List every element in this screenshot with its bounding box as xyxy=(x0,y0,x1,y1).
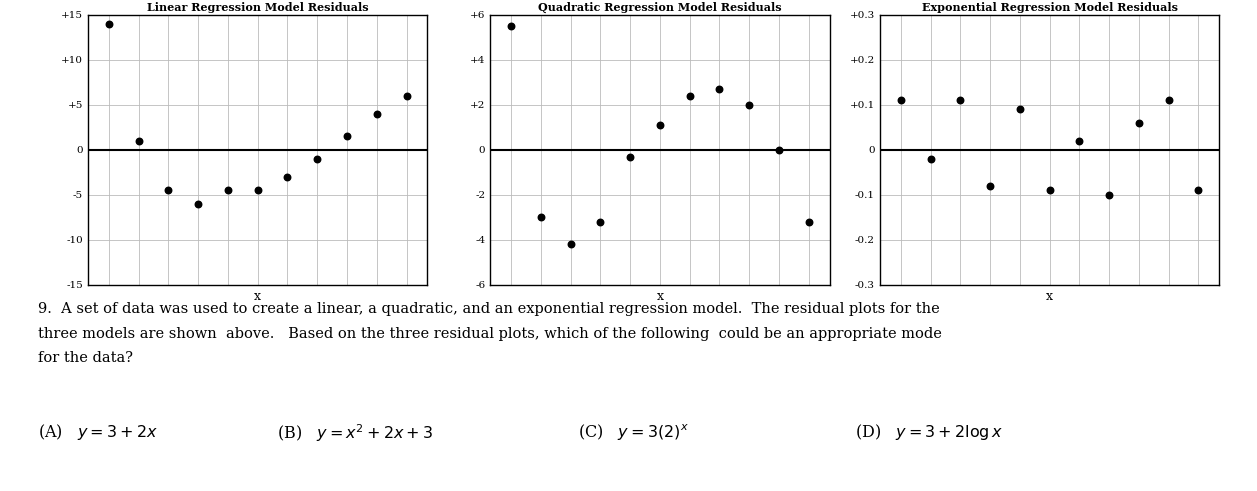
Point xyxy=(561,241,581,248)
Point xyxy=(1009,106,1029,113)
X-axis label: x: x xyxy=(656,290,664,302)
Point xyxy=(769,146,789,154)
Text: (B)   $y=x^2+2x+3$: (B) $y=x^2+2x+3$ xyxy=(277,422,432,444)
Point xyxy=(502,22,522,30)
Point xyxy=(891,96,911,104)
Point xyxy=(530,213,551,221)
Point xyxy=(920,155,940,163)
Text: three models are shown  above.   Based on the three residual plots, which of the: three models are shown above. Based on t… xyxy=(38,327,941,341)
Text: (A)   $y=3+2x$: (A) $y=3+2x$ xyxy=(38,422,157,442)
Point xyxy=(1040,187,1060,194)
Point xyxy=(396,92,416,100)
Point xyxy=(337,133,357,140)
Point xyxy=(128,137,148,145)
Point xyxy=(739,101,759,109)
Point xyxy=(1188,187,1208,194)
Point xyxy=(798,218,818,226)
Text: (C)   $y=3(2)^x$: (C) $y=3(2)^x$ xyxy=(578,422,689,442)
Point xyxy=(1070,137,1090,145)
Text: for the data?: for the data? xyxy=(38,351,133,365)
Point xyxy=(367,110,387,118)
Point xyxy=(680,92,700,100)
Text: (D)   $y=3+2\log x$: (D) $y=3+2\log x$ xyxy=(855,422,1003,442)
Point xyxy=(620,153,640,161)
Point xyxy=(248,187,268,194)
Title: Exponential Regression Model Residuals: Exponential Regression Model Residuals xyxy=(921,1,1178,13)
Point xyxy=(1129,119,1149,127)
Point xyxy=(591,218,611,226)
Point xyxy=(980,182,1001,190)
Point xyxy=(158,187,178,194)
Point xyxy=(278,173,298,181)
Point xyxy=(217,187,238,194)
Point xyxy=(950,96,970,104)
Point xyxy=(1099,191,1119,199)
X-axis label: x: x xyxy=(254,290,261,302)
Text: 9.  A set of data was used to create a linear, a quadratic, and an exponential r: 9. A set of data was used to create a li… xyxy=(38,302,939,316)
Point xyxy=(189,200,209,208)
Title: Quadratic Regression Model Residuals: Quadratic Regression Model Residuals xyxy=(538,1,782,13)
Point xyxy=(1159,96,1179,104)
Title: Linear Regression Model Residuals: Linear Regression Model Residuals xyxy=(147,1,368,13)
Point xyxy=(650,121,670,129)
X-axis label: x: x xyxy=(1046,290,1053,302)
Point xyxy=(307,155,327,163)
Point xyxy=(99,20,119,27)
Point xyxy=(709,85,729,93)
